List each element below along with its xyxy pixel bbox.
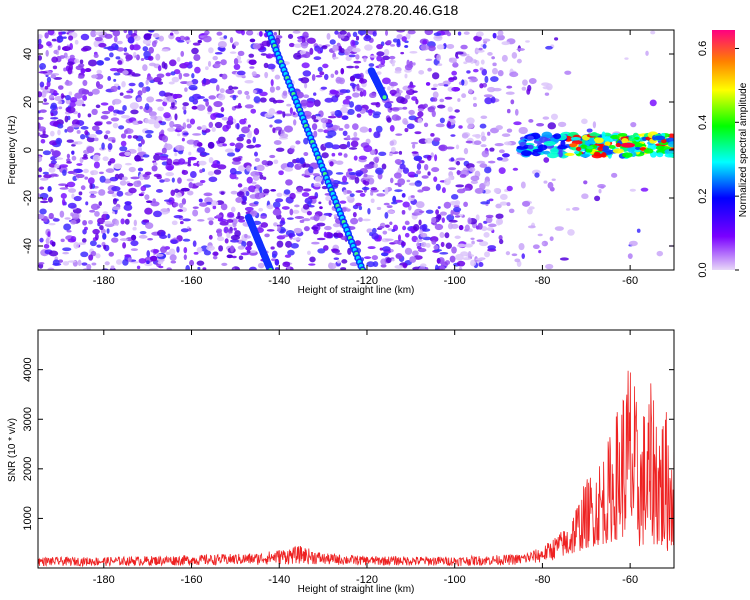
chart-title: C2E1.2024.278.20.46.G18	[291, 2, 459, 18]
colorbar-tick-label: 0.4	[697, 115, 709, 130]
x-tick-label: -100	[444, 275, 466, 287]
snr-frame	[37, 329, 675, 569]
x-tick-label: -120	[356, 275, 378, 287]
snr-x-axis-label: Height of straight line (km)	[298, 584, 415, 595]
y-tick-label: 20	[22, 96, 34, 108]
x-tick-label: -140	[268, 275, 290, 287]
x-tick-label: -120	[356, 574, 378, 586]
y-tick-label: 3000	[22, 407, 34, 431]
colorbar-ticks: 0.0 0.2 0.4 0.6	[697, 41, 739, 278]
spectrogram-data	[38, 30, 674, 270]
spectrogram-ticks: -180 -160 -140 -120 -100 -80 -60 -40 -20 0 20 40	[22, 30, 674, 287]
spectrogram-traces	[244, 30, 674, 270]
y-tick-label: -20	[22, 190, 34, 206]
y-tick-label: 2000	[22, 457, 34, 481]
snr-series-line	[38, 370, 674, 568]
snr-data	[38, 370, 674, 568]
spectrogram-panel: -180 -160 -140 -120 -100 -80 -60 -40 -20 0 20 40 He…	[7, 29, 675, 296]
colorbar-tick-label: 0.0	[697, 262, 709, 277]
x-tick-label: -180	[93, 275, 115, 287]
snr-panel: -180 -160 -140 -120 -100 -80 -60 1000 2000 3000 40…	[7, 329, 675, 595]
colorbar-gradient	[712, 30, 735, 270]
y-tick-label: 40	[22, 48, 34, 60]
y-tick-label: 4000	[22, 357, 34, 381]
y-tick-label: 0	[22, 147, 34, 153]
spectrogram-x-axis-label: Height of straight line (km)	[298, 285, 415, 296]
colorbar-tick-label: 0.6	[697, 41, 709, 56]
spectrogram-y-axis-label: Frequency (Hz)	[7, 116, 18, 185]
colorbar-tick-label: 0.2	[697, 189, 709, 204]
x-tick-label: -60	[622, 574, 638, 586]
y-tick-label: -40	[22, 238, 34, 254]
x-tick-label: -160	[181, 275, 203, 287]
x-tick-label: -180	[93, 574, 115, 586]
x-tick-label: -160	[181, 574, 203, 586]
snr-plot-area	[38, 330, 674, 568]
x-tick-label: -140	[268, 574, 290, 586]
x-tick-label: -60	[622, 275, 638, 287]
snr-ticks: -180 -160 -140 -120 -100 -80 -60 1000 2000 3000 40…	[22, 330, 674, 586]
snr-y-axis-label: SNR (10 * v/v)	[7, 418, 18, 482]
y-tick-label: 1000	[22, 506, 34, 530]
x-tick-label: -80	[534, 574, 550, 586]
spectrogram-noise	[38, 30, 674, 270]
x-tick-label: -100	[444, 574, 466, 586]
colorbar-label: Normalized spectral amplitude	[738, 82, 749, 217]
x-tick-label: -80	[534, 275, 550, 287]
colorbar: 0.0 0.2 0.4 0.6 Normalized spectral amplitu…	[697, 30, 749, 278]
